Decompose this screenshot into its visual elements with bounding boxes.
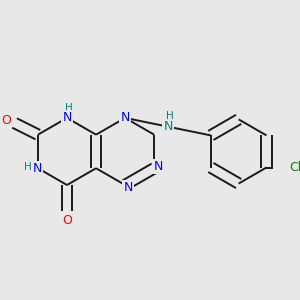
Text: N: N	[62, 111, 72, 124]
Text: H: H	[24, 162, 32, 172]
Text: H: H	[64, 103, 72, 113]
Text: N: N	[154, 160, 163, 173]
Text: Cl: Cl	[289, 161, 300, 174]
Text: N: N	[123, 182, 133, 194]
Text: O: O	[1, 114, 11, 127]
Text: N: N	[33, 162, 42, 175]
Text: O: O	[62, 214, 72, 226]
Text: N: N	[120, 111, 130, 124]
Text: H: H	[166, 111, 173, 122]
Text: N: N	[163, 120, 173, 133]
